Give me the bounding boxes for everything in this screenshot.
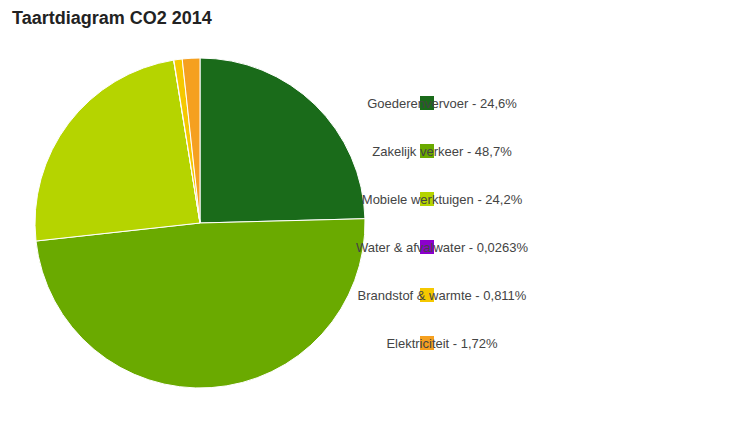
svg-text:Zakelijk verkeer - 48,7%: Zakelijk verkeer - 48,7% (372, 144, 512, 159)
svg-text:Brandstof & warmte - 0,811%: Brandstof & warmte - 0,811% (358, 288, 527, 303)
svg-text:Elektriciteit - 1,72%: Elektriciteit - 1,72% (386, 336, 498, 351)
svg-text:Water & afvalwater - 0,0263%: Water & afvalwater - 0,0263% (356, 240, 529, 255)
svg-text:Mobiele werktuigen - 24,2%: Mobiele werktuigen - 24,2% (362, 192, 523, 207)
svg-text:Goederenvervoer - 24,6%: Goederenvervoer - 24,6% (367, 96, 517, 111)
html-text:Taartdiagram CO2 2014: Taartdiagram CO2 2014 (12, 8, 212, 28)
